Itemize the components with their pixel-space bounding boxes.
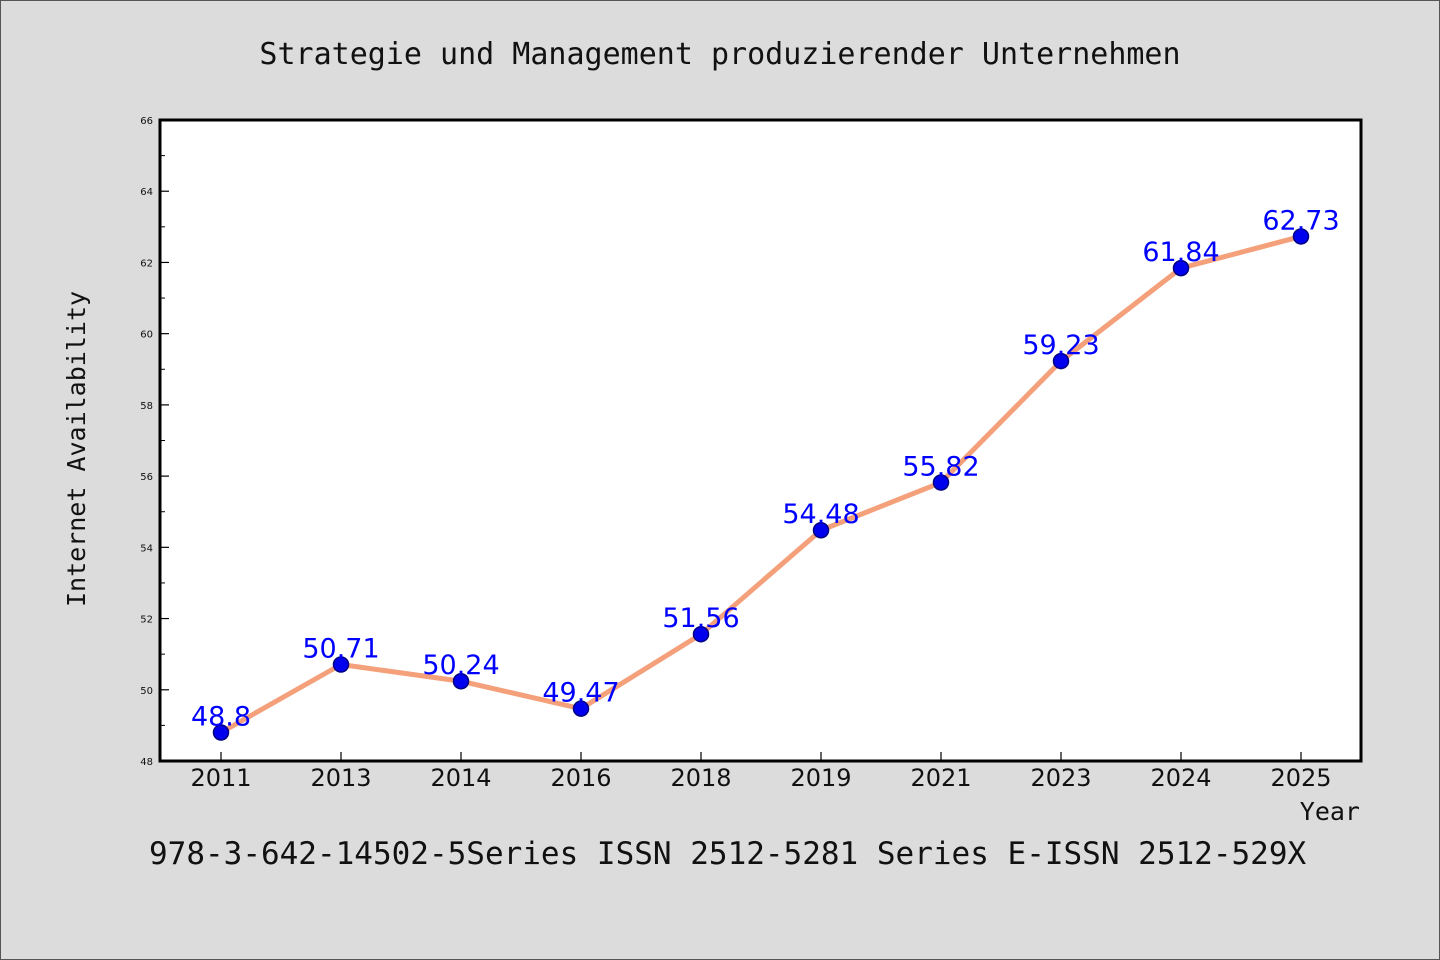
y-tick-label: 54 bbox=[140, 543, 153, 554]
chart-title: Strategie und Management produzierender … bbox=[259, 37, 1180, 72]
x-axis: 2011 2013 2014 2016 2018 2019 2021 2023 2024 2025 bbox=[190, 752, 1332, 792]
x-tick-label: 2025 bbox=[1270, 764, 1331, 792]
x-tick-label: 2018 bbox=[670, 764, 731, 792]
y-tick-label: 48 bbox=[140, 757, 153, 768]
y-tick-label: 50 bbox=[140, 686, 153, 697]
x-tick-label: 2013 bbox=[310, 764, 371, 792]
y-axis-label: Internet Availability bbox=[62, 291, 91, 607]
x-tick-label: 2011 bbox=[190, 764, 251, 792]
footer-text: 978-3-642-14502-5Series ISSN 2512-5281 S… bbox=[149, 836, 1306, 872]
data-label: 50.24 bbox=[422, 650, 499, 681]
data-label: 54.48 bbox=[782, 499, 859, 530]
data-point bbox=[932, 474, 950, 491]
data-label: 59.23 bbox=[1022, 330, 1099, 361]
data-series bbox=[212, 228, 1310, 741]
data-label: 61.84 bbox=[1142, 237, 1219, 268]
x-tick-label: 2016 bbox=[550, 764, 611, 792]
data-label: 50.71 bbox=[302, 633, 379, 664]
y-axis: 48 50 52 54 56 58 60 62 64 66 bbox=[140, 116, 169, 768]
plot-frame bbox=[158, 118, 1363, 763]
y-tick-label: 66 bbox=[140, 116, 153, 127]
x-tick-label: 2019 bbox=[790, 764, 851, 792]
y-tick-label: 62 bbox=[140, 258, 153, 269]
x-axis-label: Year bbox=[1300, 797, 1360, 826]
x-tick-label: 2021 bbox=[910, 764, 971, 792]
y-tick-label: 56 bbox=[140, 472, 153, 483]
x-tick-label: 2024 bbox=[1150, 764, 1211, 792]
series-line bbox=[218, 233, 1304, 736]
data-point bbox=[572, 700, 590, 717]
data-point bbox=[1172, 259, 1190, 277]
plot-area bbox=[158, 118, 1363, 763]
data-point bbox=[212, 724, 230, 741]
x-tick-label: 2014 bbox=[430, 764, 491, 792]
data-label: 48.8 bbox=[191, 702, 251, 733]
data-point bbox=[1292, 228, 1310, 245]
data-point bbox=[1052, 352, 1070, 370]
data-point bbox=[452, 672, 470, 690]
data-label: 62.73 bbox=[1262, 205, 1339, 236]
y-tick-label: 64 bbox=[140, 187, 153, 198]
data-label: 51.56 bbox=[662, 603, 739, 634]
x-tick-label: 2023 bbox=[1030, 764, 1091, 792]
data-label: 55.82 bbox=[902, 452, 979, 483]
data-point bbox=[692, 625, 710, 643]
data-point bbox=[812, 521, 830, 539]
y-tick-label: 58 bbox=[140, 401, 153, 412]
y-tick-label: 52 bbox=[140, 615, 153, 626]
data-label: 49.47 bbox=[542, 678, 619, 709]
data-point bbox=[332, 656, 350, 673]
y-tick-label: 60 bbox=[140, 330, 153, 341]
data-labels: 48.8 50.71 50.24 49.47 51.56 54.48 55.82 59.23 6… bbox=[191, 205, 1340, 732]
